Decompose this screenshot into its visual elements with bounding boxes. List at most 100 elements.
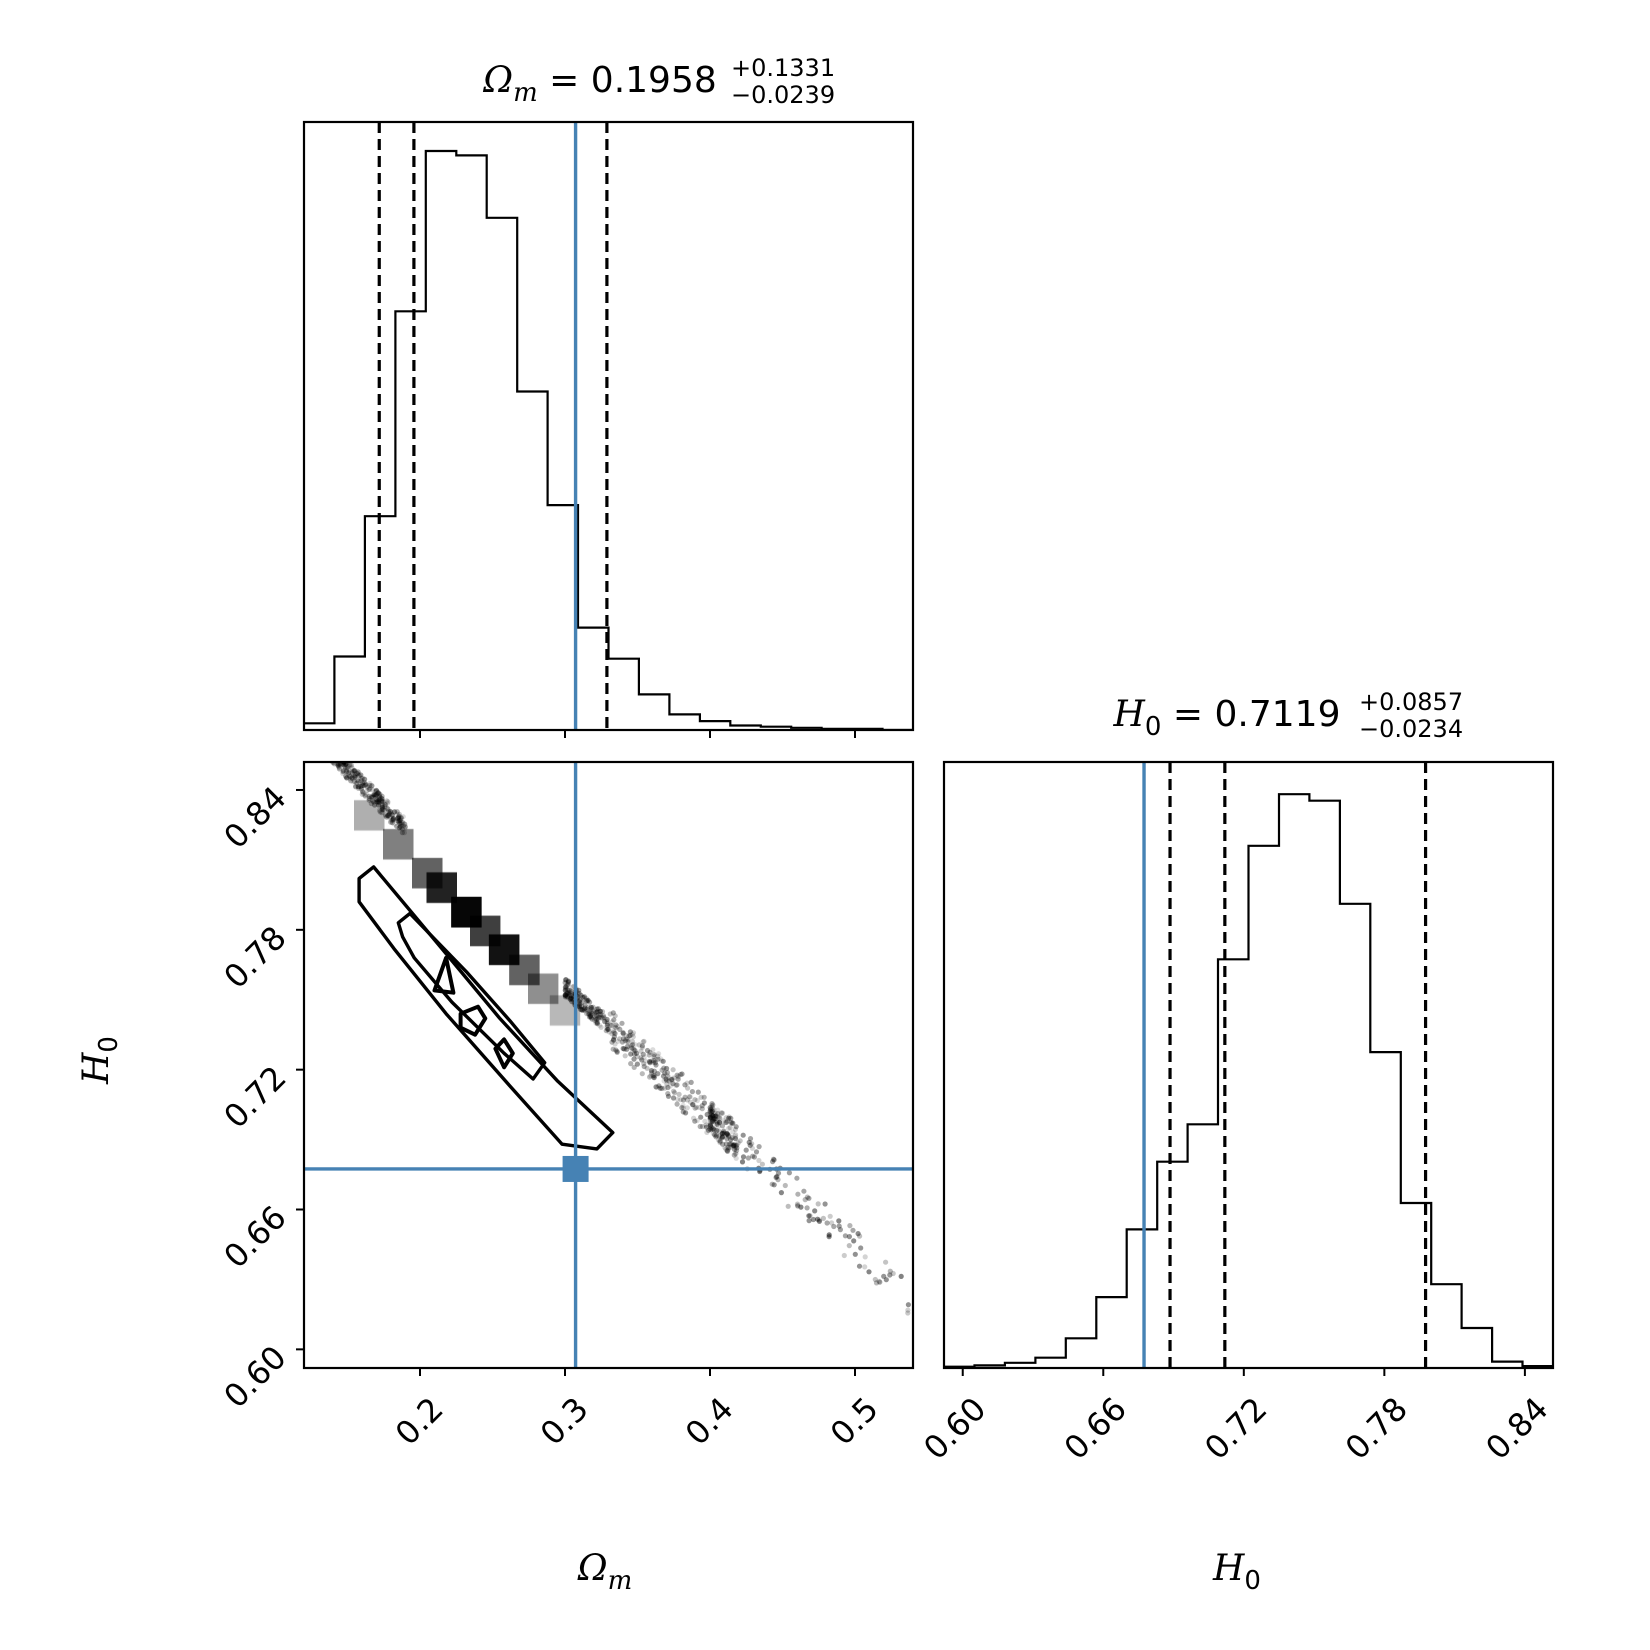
histogram-bin: [639, 694, 669, 730]
histogram-step-line: [944, 793, 1553, 1368]
sample-point: [711, 1115, 717, 1122]
sample-point: [709, 1105, 715, 1111]
sample-point: [374, 799, 380, 805]
sample-point: [656, 1051, 662, 1057]
sample-point: [693, 1104, 700, 1110]
sample-point: [633, 1050, 640, 1056]
sample-point: [347, 762, 353, 768]
sample-point: [351, 768, 357, 774]
sample-point: [402, 826, 408, 832]
histogram-bin: [1309, 801, 1339, 1368]
sample-point: [397, 817, 404, 823]
sample-point: [400, 814, 406, 820]
sample-point: [596, 1014, 602, 1020]
omega-m-histogram-panel: [302, 120, 915, 738]
sample-point: [652, 1073, 658, 1079]
sample-point: [707, 1122, 714, 1128]
sample-point: [730, 1142, 736, 1149]
sample-point: [806, 1195, 812, 1201]
sample-point: [684, 1097, 691, 1103]
sample-point: [794, 1175, 800, 1181]
sample-point: [684, 1105, 690, 1111]
histogram-bin: [395, 311, 425, 730]
sample-point: [718, 1110, 725, 1116]
sample-point: [847, 1223, 853, 1229]
sample-point: [391, 809, 397, 816]
sample-point: [594, 1013, 600, 1019]
sample-point: [771, 1182, 777, 1188]
sample-point: [708, 1114, 714, 1120]
sample-point: [382, 801, 388, 808]
sample-point: [723, 1115, 729, 1121]
sample-point: [664, 1065, 670, 1072]
sample-point: [719, 1130, 726, 1136]
sample-point: [837, 1227, 844, 1233]
sample-point: [336, 764, 342, 770]
sample-point: [322, 740, 327, 745]
sample-point: [905, 1310, 911, 1316]
sample-point: [584, 1006, 590, 1013]
x-tick-label: 0.72: [1197, 1390, 1274, 1467]
sample-point: [807, 1213, 813, 1219]
sample-point: [355, 785, 362, 791]
sample-point: [563, 977, 569, 983]
sample-point: [626, 1033, 632, 1039]
sample-point: [656, 1083, 662, 1089]
sample-point: [565, 981, 571, 987]
sample-point: [862, 1254, 868, 1260]
sample-point: [321, 739, 326, 744]
sample-point: [650, 1059, 656, 1065]
sample-point: [614, 1049, 620, 1055]
sample-point: [728, 1141, 735, 1147]
sample-point: [614, 1048, 620, 1054]
sample-point: [710, 1126, 716, 1132]
sample-point: [388, 809, 394, 816]
sample-point: [376, 792, 382, 798]
sample-point: [725, 1148, 731, 1154]
sample-point: [709, 1108, 716, 1114]
sample-point: [710, 1112, 716, 1118]
sample-point: [694, 1117, 700, 1124]
sample-point: [716, 1120, 723, 1126]
y-tick-label: 0.84: [216, 779, 293, 856]
sample-point: [610, 1010, 616, 1016]
sample-point: [658, 1056, 664, 1062]
sample-point: [385, 812, 391, 819]
histogram-bin: [669, 714, 699, 730]
sample-point: [620, 1036, 627, 1042]
sample-point: [740, 1132, 746, 1138]
sample-point: [670, 1067, 676, 1073]
sample-point: [562, 986, 569, 992]
sample-point: [716, 1128, 722, 1134]
sample-point: [594, 1009, 601, 1015]
sample-point: [581, 994, 588, 1000]
sample-point: [353, 783, 359, 789]
sample-point: [707, 1109, 713, 1115]
sample-point: [375, 790, 381, 796]
sample-point: [724, 1148, 730, 1154]
sample-point: [735, 1140, 741, 1146]
sample-point: [322, 737, 327, 742]
sample-point: [660, 1073, 667, 1079]
density-cell: [528, 974, 559, 1005]
sample-point: [655, 1053, 661, 1059]
sample-point: [883, 1259, 889, 1265]
sample-point: [628, 1051, 634, 1057]
sample-point: [310, 740, 315, 745]
sample-point: [358, 776, 364, 782]
sample-point: [396, 819, 403, 826]
sample-point: [707, 1114, 714, 1120]
sample-point: [629, 1031, 635, 1037]
sample-point: [775, 1177, 781, 1183]
sample-point: [598, 1024, 604, 1030]
contour-line: [396, 911, 547, 1081]
sample-point: [719, 1134, 725, 1140]
sample-point: [708, 1112, 714, 1118]
sample-point: [309, 730, 314, 735]
sample-point: [751, 1154, 758, 1160]
sample-point: [714, 1128, 720, 1134]
sample-point: [308, 737, 313, 742]
sample-point: [563, 992, 570, 999]
sample-point: [355, 778, 362, 784]
joint-density-panel: 0.2 0.3 0.4 0.5 0.60 0.66 0.72 0.78 0.84: [216, 730, 915, 1453]
